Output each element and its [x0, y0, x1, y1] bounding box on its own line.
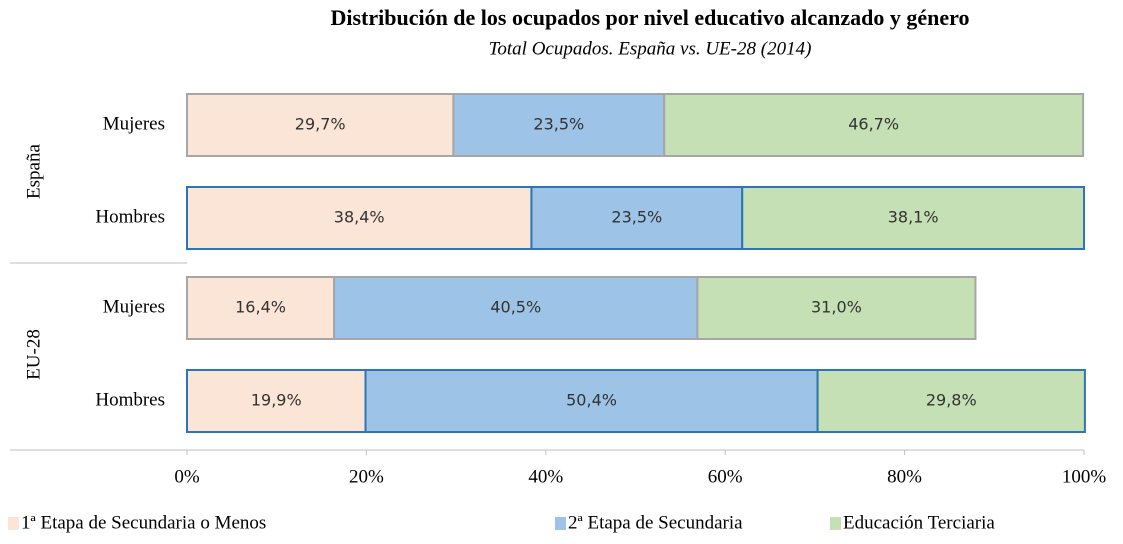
x-tick-label: 60%: [708, 466, 743, 487]
data-label: 23,5%: [533, 115, 584, 134]
x-tick-label: 0%: [174, 466, 200, 487]
x-tick-label: 40%: [528, 466, 563, 487]
bar-segment: [364, 369, 819, 433]
bar-segment: [333, 276, 699, 340]
chart-title: Distribución de los ocupados por nivel e…: [330, 5, 969, 30]
data-label: 38,1%: [888, 208, 939, 227]
bar-segment: [741, 186, 1085, 250]
data-label: 16,4%: [235, 298, 286, 317]
data-label: 29,7%: [295, 115, 346, 134]
group-label: España: [23, 144, 44, 199]
group-label: EU-28: [23, 329, 44, 380]
data-label: 38,4%: [334, 208, 385, 227]
legend-swatch: [830, 517, 841, 530]
data-label: 19,9%: [251, 391, 302, 410]
bar-segment: [186, 93, 455, 157]
data-label: 40,5%: [490, 298, 541, 317]
data-label: 31,0%: [811, 298, 862, 317]
x-tick-label: 20%: [349, 466, 384, 487]
data-label: 50,4%: [566, 391, 617, 410]
legend-label: Educación Terciaria: [843, 512, 995, 533]
bar-segment: [452, 93, 666, 157]
bar-segment: [696, 276, 977, 340]
data-label: 29,8%: [926, 391, 977, 410]
x-tick-label: 100%: [1062, 466, 1107, 487]
y-tick-label: Hombres: [95, 206, 165, 227]
y-tick-label: Hombres: [95, 389, 165, 410]
bar-segment: [663, 93, 1085, 157]
legend-swatch: [8, 517, 19, 530]
chart-subtitle: Total Ocupados. España vs. UE-28 (2014): [489, 38, 812, 59]
bar-segment: [186, 276, 336, 340]
y-tick-label: Mujeres: [103, 296, 165, 317]
bar-segment: [816, 369, 1086, 433]
legend-label: 2ª Etapa de Secundaria: [568, 512, 743, 533]
x-tick-label: 80%: [887, 466, 922, 487]
data-label: 23,5%: [611, 208, 662, 227]
legend-label: 1ª Etapa de Secundaria o Menos: [21, 512, 266, 533]
data-label: 46,7%: [848, 115, 899, 134]
legend-swatch: [555, 517, 566, 530]
y-tick-label: Mujeres: [103, 113, 165, 134]
